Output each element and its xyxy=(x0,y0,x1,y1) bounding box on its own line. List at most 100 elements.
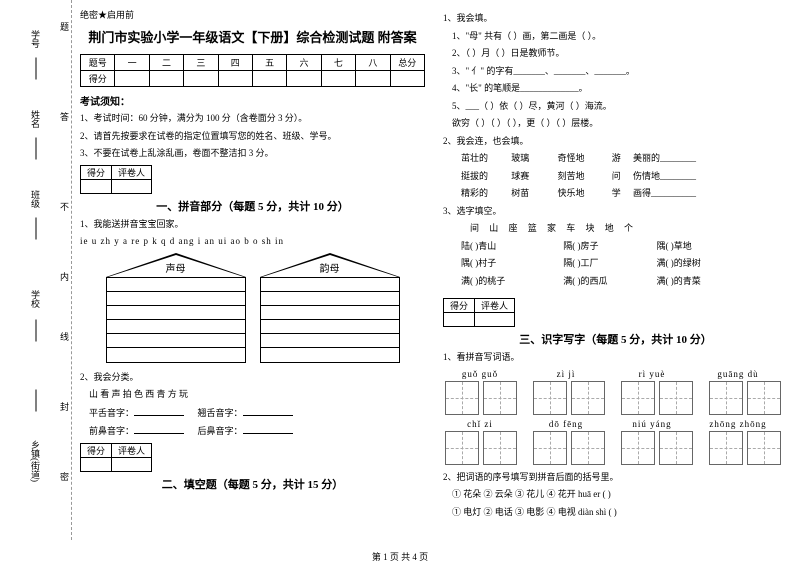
notice-item: 1、考试时间：60 分钟，满分为 100 分（含卷面分 3 分）。 xyxy=(80,112,425,126)
link-cell: 刻苦地 xyxy=(549,170,601,184)
link-row: 精彩的 树苗 快乐地 学 画得__________ xyxy=(443,187,788,201)
score-head: 题号 xyxy=(81,55,115,71)
mini-cell xyxy=(444,313,475,327)
house-shengmu: 声母 xyxy=(106,253,246,363)
link-cell: 树苗 xyxy=(502,187,546,201)
section-heading: 三、识字写字（每题 5 分，共计 10 分） xyxy=(443,331,788,347)
score-head: 五 xyxy=(252,55,286,71)
house-diagram: 声母 韵母 xyxy=(80,253,425,363)
writing-grid xyxy=(533,381,567,415)
link-cell: 球赛 xyxy=(502,170,546,184)
writing-grid xyxy=(483,431,517,465)
score-table: 题号 一 二 三 四 五 六 七 八 总分 得分 xyxy=(80,54,425,87)
bind-label: 学号 xyxy=(29,30,42,48)
writing-grid xyxy=(709,431,743,465)
house-label: 韵母 xyxy=(320,260,340,275)
bind-line xyxy=(35,390,36,412)
score-cell xyxy=(356,71,390,87)
grade-mini-table: 得分评卷人 xyxy=(80,165,152,194)
mini-cell: 评卷人 xyxy=(112,443,152,457)
page-content: 绝密★启用前 荆门市实验小学一年级语文【下册】综合检测试题 附答案 题号 一 二… xyxy=(80,8,790,538)
mini-cell xyxy=(112,457,152,471)
writing-grid xyxy=(483,381,517,415)
seq-row: ① 花朵 ② 云朵 ③ 花儿 ④ 花开 huā er ( ) xyxy=(443,488,788,502)
score-head: 七 xyxy=(321,55,355,71)
classify-chars: 山 看 声 拍 色 西 青 方 玩 xyxy=(80,388,425,402)
grade-mini-table: 得分评卷人 xyxy=(443,298,515,327)
fill-item: 3、" 亻" 的字有_______、_______、_______。 xyxy=(443,65,788,79)
binding-margin: 学号 姓名 班级 学校 乡镇(街道) 题 答 不 内 线 封 密 xyxy=(0,0,72,540)
fill-item: 4、"长" 的笔顺是_____________。 xyxy=(443,82,788,96)
score-cell xyxy=(115,71,149,87)
writing-grid xyxy=(533,431,567,465)
bind-line xyxy=(35,58,36,80)
pinyin-label: niú yáng xyxy=(615,419,689,429)
choose-cell: 满( )的绿树 xyxy=(657,258,701,268)
question-heading: 1、看拼音写词语。 xyxy=(443,351,788,365)
pinyin-row: chǐ zi dō fēng niú yáng zhōng zhōng xyxy=(443,419,788,429)
seal-hint: 线 xyxy=(60,330,69,343)
exam-title: 荆门市实验小学一年级语文【下册】综合检测试题 附答案 xyxy=(80,27,425,46)
mini-cell: 得分 xyxy=(81,165,112,179)
bind-line xyxy=(35,320,36,342)
question-heading: 2、我会连，也会填。 xyxy=(443,135,788,149)
question-heading: 2、把词语的序号填写到拼音后面的括号里。 xyxy=(443,471,788,485)
classify-row: 前鼻音字： 后鼻音字： xyxy=(80,424,425,439)
score-row-label: 得分 xyxy=(81,71,115,87)
choose-row: 满( )的桃子 满( )的西瓜 满( )的青菜 xyxy=(443,275,788,289)
score-head: 二 xyxy=(149,55,183,71)
link-row: 茁壮的 玻璃 奇怪地 游 美丽的________ xyxy=(443,152,788,166)
link-cell: 游 xyxy=(603,152,631,166)
link-cell: 画得__________ xyxy=(633,188,696,198)
score-cell xyxy=(184,71,218,87)
classify-label: 前鼻音字： xyxy=(89,426,134,436)
score-head: 六 xyxy=(287,55,321,71)
score-head: 八 xyxy=(356,55,390,71)
pinyin-label: guāng dù xyxy=(701,369,775,379)
score-head: 四 xyxy=(218,55,252,71)
choose-row: 陆( )青山 隔( )房子 隅( )草地 xyxy=(443,240,788,254)
link-cell: 茁壮的 xyxy=(452,152,500,166)
link-cell: 学 xyxy=(603,187,631,201)
link-cell: 问 xyxy=(603,170,631,184)
fill-item: 2、（ ）月（ ）日是教师节。 xyxy=(443,47,788,61)
link-cell: 精彩的 xyxy=(452,187,500,201)
writing-grid xyxy=(621,431,655,465)
writing-grid xyxy=(659,431,693,465)
notice-item: 2、请首先按要求在试卷的指定位置填写您的姓名、班级、学号。 xyxy=(80,130,425,144)
score-cell xyxy=(252,71,286,87)
link-cell: 玻璃 xyxy=(502,152,546,166)
choose-cell: 隔( )房子 xyxy=(554,240,654,254)
bind-line xyxy=(35,218,36,240)
choose-cell: 陆( )青山 xyxy=(452,240,552,254)
answer-blank xyxy=(134,406,184,416)
link-cell: 伤情地________ xyxy=(633,171,696,181)
choose-cell: 隔( )工厂 xyxy=(554,257,654,271)
seal-hint: 不 xyxy=(60,200,69,213)
pinyin-letters: ie u zh y a re p k q d ang i an ui ao b … xyxy=(80,235,425,249)
writing-grid xyxy=(621,381,655,415)
mini-cell xyxy=(112,179,152,193)
link-cell: 美丽的________ xyxy=(633,153,696,163)
seal-hint: 答 xyxy=(60,110,69,123)
pinyin-row: guǒ guǒ zì jì rì yuè guāng dù xyxy=(443,369,788,379)
score-head: 三 xyxy=(184,55,218,71)
question-heading: 3、选字填空。 xyxy=(443,205,788,219)
writing-grid xyxy=(571,381,605,415)
link-cell: 奇怪地 xyxy=(549,152,601,166)
score-cell xyxy=(149,71,183,87)
answer-blank xyxy=(134,424,184,434)
notice-item: 3、不要在试卷上乱涂乱画，卷面不整洁扣 3 分。 xyxy=(80,147,425,161)
choose-row: 隅( )村子 隔( )工厂 满( )的绿树 xyxy=(443,257,788,271)
choose-cell: 满( )的西瓜 xyxy=(554,275,654,289)
pinyin-label: dō fēng xyxy=(529,419,603,429)
mini-cell xyxy=(475,313,515,327)
bind-label: 乡镇(街道) xyxy=(29,440,42,482)
score-head: 一 xyxy=(115,55,149,71)
grade-mini-table: 得分评卷人 xyxy=(80,443,152,472)
pinyin-label: guǒ guǒ xyxy=(443,369,517,379)
classify-row: 平舌音字： 翘舌音字： xyxy=(80,406,425,421)
choose-chars: 间 山 座 篮 家 车 块 地 个 xyxy=(443,222,788,236)
writing-grid xyxy=(659,381,693,415)
bind-line xyxy=(35,138,36,160)
